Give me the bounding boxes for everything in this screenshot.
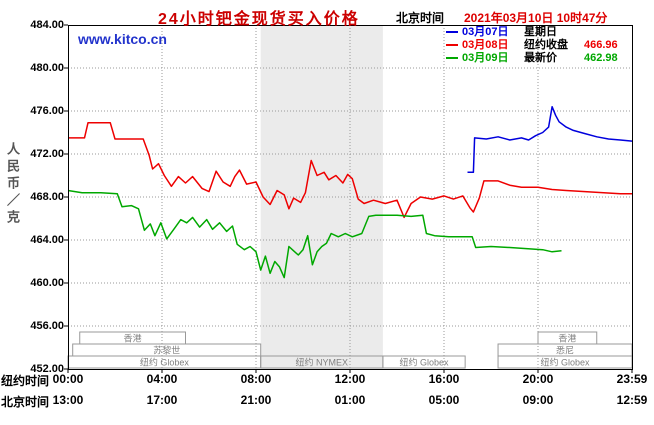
- legend-row: 03月07日 星期日: [446, 26, 618, 38]
- ny-time-tick-label: 04:00: [146, 372, 178, 386]
- market-session-label: 香港: [558, 333, 576, 344]
- y-axis-tick-label: 484.00: [30, 19, 64, 31]
- legend-row: 03月08日 纽约收盘 466.96: [446, 39, 618, 51]
- beijing-time-tick-label: 09:00: [522, 393, 554, 407]
- chart-legend: 03月07日 星期日 03月08日 纽约收盘 466.96 03月09日 最新价…: [446, 26, 618, 65]
- beijing-time-tick-label: 12:59: [616, 393, 648, 407]
- price-line-mar-09: [67, 189, 562, 279]
- kitco-watermark-link[interactable]: www.kitco.cn: [78, 31, 167, 47]
- market-session-label: 香港: [124, 333, 142, 344]
- chart-title: 24小时钯金现货买入价格: [158, 11, 360, 28]
- y-axis-tick-label: 468.00: [30, 191, 64, 203]
- market-session-box: [382, 355, 466, 369]
- legend-line-sample-blue: [446, 31, 458, 33]
- legend-date: 03月07日: [462, 26, 509, 38]
- legend-row: 03月09日 最新价 462.98: [446, 52, 618, 64]
- plot-border: [68, 25, 633, 370]
- market-session-label: 悉尼: [556, 345, 574, 356]
- legend-label: 纽约收盘: [524, 39, 568, 51]
- beijing-time-row-label: 北京时间: [1, 395, 50, 409]
- ny-time-tick-label: 12:00: [334, 372, 366, 386]
- beijing-time-tick-label: 17:00: [146, 393, 178, 407]
- price-line-mar-08: [68, 122, 632, 219]
- ny-time-tick-label: 20:00: [522, 372, 554, 386]
- legend-line-sample-red: [446, 44, 458, 46]
- y-axis-tick-label: 472.00: [30, 148, 64, 160]
- legend-value: 466.96: [584, 39, 618, 51]
- price-line-mar-07: [467, 105, 633, 174]
- market-session-label: 苏黎世: [153, 345, 180, 356]
- chart-datetime: 2021年03月10日 10时47分: [464, 11, 608, 25]
- beijing-time-label: 北京时间: [396, 11, 445, 25]
- y-axis-tick-label: 480.00: [30, 62, 64, 74]
- ny-time-tick-label: 08:00: [240, 372, 272, 386]
- ny-time-tick-label: 23:59: [616, 372, 648, 386]
- ny-time-tick-label: 16:00: [428, 372, 460, 386]
- y-axis-title: 人民币／克: [5, 142, 20, 227]
- ny-time-tick-label: 00:00: [52, 372, 84, 386]
- market-session-label: 纽约 NYMEX: [296, 357, 349, 368]
- y-axis-tick-label: 456.00: [30, 320, 64, 332]
- legend-line-sample-green: [446, 57, 458, 59]
- legend-date: 03月08日: [462, 39, 509, 51]
- y-axis-tick-label: 464.00: [30, 234, 64, 246]
- beijing-time-tick-label: 21:00: [240, 393, 272, 407]
- nymex-session-shading: [260, 25, 383, 369]
- beijing-time-tick-label: 01:00: [334, 393, 366, 407]
- legend-label: 最新价: [524, 52, 557, 64]
- legend-value: 462.98: [584, 52, 618, 64]
- market-session-label: 纽约 Globex: [400, 357, 450, 368]
- y-axis-tick-label: 460.00: [30, 277, 64, 289]
- legend-date: 03月09日: [462, 52, 509, 64]
- y-axis-tick-label: 476.00: [30, 105, 64, 117]
- y-axis-tick-label: 452.00: [30, 363, 64, 375]
- market-session-label: 纽约 Globex: [541, 357, 591, 368]
- market-session-label: 纽约 Globex: [140, 357, 190, 368]
- beijing-time-tick-label: 05:00: [428, 393, 460, 407]
- beijing-time-tick-label: 13:00: [52, 393, 84, 407]
- ny-time-row-label: 纽约时间: [1, 374, 50, 388]
- legend-label: 星期日: [524, 26, 557, 38]
